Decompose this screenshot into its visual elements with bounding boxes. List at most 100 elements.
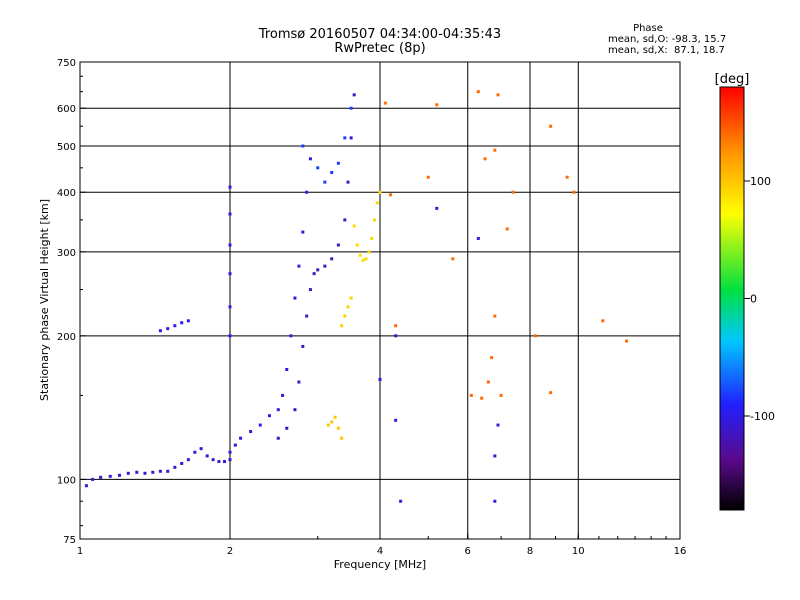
x-axis-label: Frequency [MHz] bbox=[334, 558, 426, 571]
x-tick-label: 1 bbox=[77, 546, 83, 557]
data-point bbox=[565, 175, 569, 179]
y-tick-label: 600 bbox=[57, 104, 76, 115]
data-point bbox=[496, 423, 500, 427]
data-point bbox=[301, 230, 305, 234]
data-point bbox=[330, 420, 334, 424]
data-point bbox=[173, 465, 177, 469]
data-point bbox=[336, 161, 340, 165]
data-point bbox=[211, 458, 215, 462]
x-tick-label: 4 bbox=[377, 546, 383, 557]
data-point bbox=[375, 201, 379, 205]
data-point bbox=[326, 423, 330, 427]
data-point bbox=[173, 324, 177, 328]
trace bbox=[326, 415, 344, 440]
data-point bbox=[305, 314, 309, 318]
y-tick-label: 500 bbox=[57, 142, 76, 153]
data-point bbox=[378, 190, 382, 194]
data-point bbox=[511, 190, 515, 194]
trace bbox=[228, 157, 312, 454]
data-point bbox=[312, 272, 316, 276]
data-points bbox=[84, 90, 629, 503]
data-point bbox=[158, 329, 162, 333]
trace bbox=[158, 319, 190, 333]
colorbar-label: [deg] bbox=[715, 72, 750, 87]
data-point bbox=[378, 377, 382, 381]
data-point bbox=[469, 393, 473, 397]
data-point bbox=[451, 257, 455, 261]
chart-subtitle: RwPretec (8p) bbox=[334, 41, 425, 56]
trace bbox=[352, 190, 382, 262]
data-point bbox=[361, 258, 365, 262]
data-point bbox=[228, 212, 232, 216]
x-axis: 1 2 4 6 8 10 16 bbox=[77, 533, 686, 557]
data-point bbox=[316, 166, 320, 170]
data-point bbox=[349, 136, 353, 140]
data-point bbox=[228, 305, 232, 309]
data-point bbox=[180, 321, 184, 325]
trace bbox=[301, 106, 353, 184]
data-point bbox=[166, 469, 170, 473]
data-point bbox=[249, 430, 253, 434]
data-point bbox=[84, 484, 88, 488]
chart-title: Tromsø 20160507 04:34:00-04:35:43 bbox=[258, 27, 501, 42]
data-point bbox=[426, 175, 430, 179]
x-tick-label: 10 bbox=[572, 546, 585, 557]
data-point bbox=[394, 324, 398, 328]
data-point bbox=[343, 314, 347, 318]
data-point bbox=[480, 396, 484, 400]
y-axis-label: Stationary phase Virtual Height [km] bbox=[38, 199, 51, 401]
data-point bbox=[281, 393, 285, 397]
y-tick-label: 75 bbox=[63, 535, 76, 546]
data-point bbox=[493, 148, 497, 152]
trace bbox=[84, 447, 232, 488]
data-point bbox=[233, 443, 237, 447]
data-point bbox=[572, 190, 576, 194]
data-point bbox=[367, 250, 371, 254]
data-point bbox=[349, 106, 353, 110]
data-point bbox=[285, 426, 289, 430]
data-point bbox=[330, 170, 334, 174]
data-point bbox=[493, 499, 497, 503]
data-point bbox=[346, 305, 350, 309]
data-point bbox=[228, 243, 232, 247]
stats-heading: Phase bbox=[633, 23, 663, 34]
data-point bbox=[186, 458, 190, 462]
data-point bbox=[373, 218, 377, 222]
data-point bbox=[228, 334, 232, 338]
trace bbox=[383, 90, 629, 400]
data-point bbox=[99, 475, 103, 479]
data-point bbox=[486, 380, 490, 384]
trace bbox=[340, 296, 353, 328]
data-point bbox=[323, 264, 327, 268]
data-point bbox=[228, 458, 232, 462]
trace bbox=[276, 93, 356, 440]
colorbar-tick-label: -100 bbox=[750, 410, 775, 423]
colorbar-ticks: 100 0 -100 bbox=[744, 175, 775, 423]
data-point bbox=[166, 327, 170, 331]
data-point bbox=[340, 324, 344, 328]
data-point bbox=[117, 473, 121, 477]
trace bbox=[378, 206, 500, 503]
data-point bbox=[316, 268, 320, 272]
data-point bbox=[364, 257, 368, 261]
data-point bbox=[135, 470, 139, 474]
colorbar bbox=[719, 86, 745, 511]
colorbar-tick-label: 100 bbox=[750, 175, 771, 188]
data-point bbox=[293, 296, 297, 300]
data-point bbox=[352, 93, 356, 97]
data-point bbox=[625, 339, 629, 343]
data-point bbox=[180, 461, 184, 465]
data-point bbox=[305, 190, 309, 194]
x-tick-label: 6 bbox=[465, 546, 471, 557]
data-point bbox=[352, 224, 356, 228]
data-point bbox=[228, 272, 232, 276]
data-point bbox=[228, 185, 232, 189]
data-point bbox=[205, 454, 209, 458]
y-tick-label: 300 bbox=[57, 248, 76, 259]
data-point bbox=[297, 264, 301, 268]
data-point bbox=[389, 193, 393, 197]
data-point bbox=[199, 447, 203, 451]
data-point bbox=[143, 471, 147, 475]
data-point bbox=[293, 408, 297, 412]
data-point bbox=[301, 344, 305, 348]
